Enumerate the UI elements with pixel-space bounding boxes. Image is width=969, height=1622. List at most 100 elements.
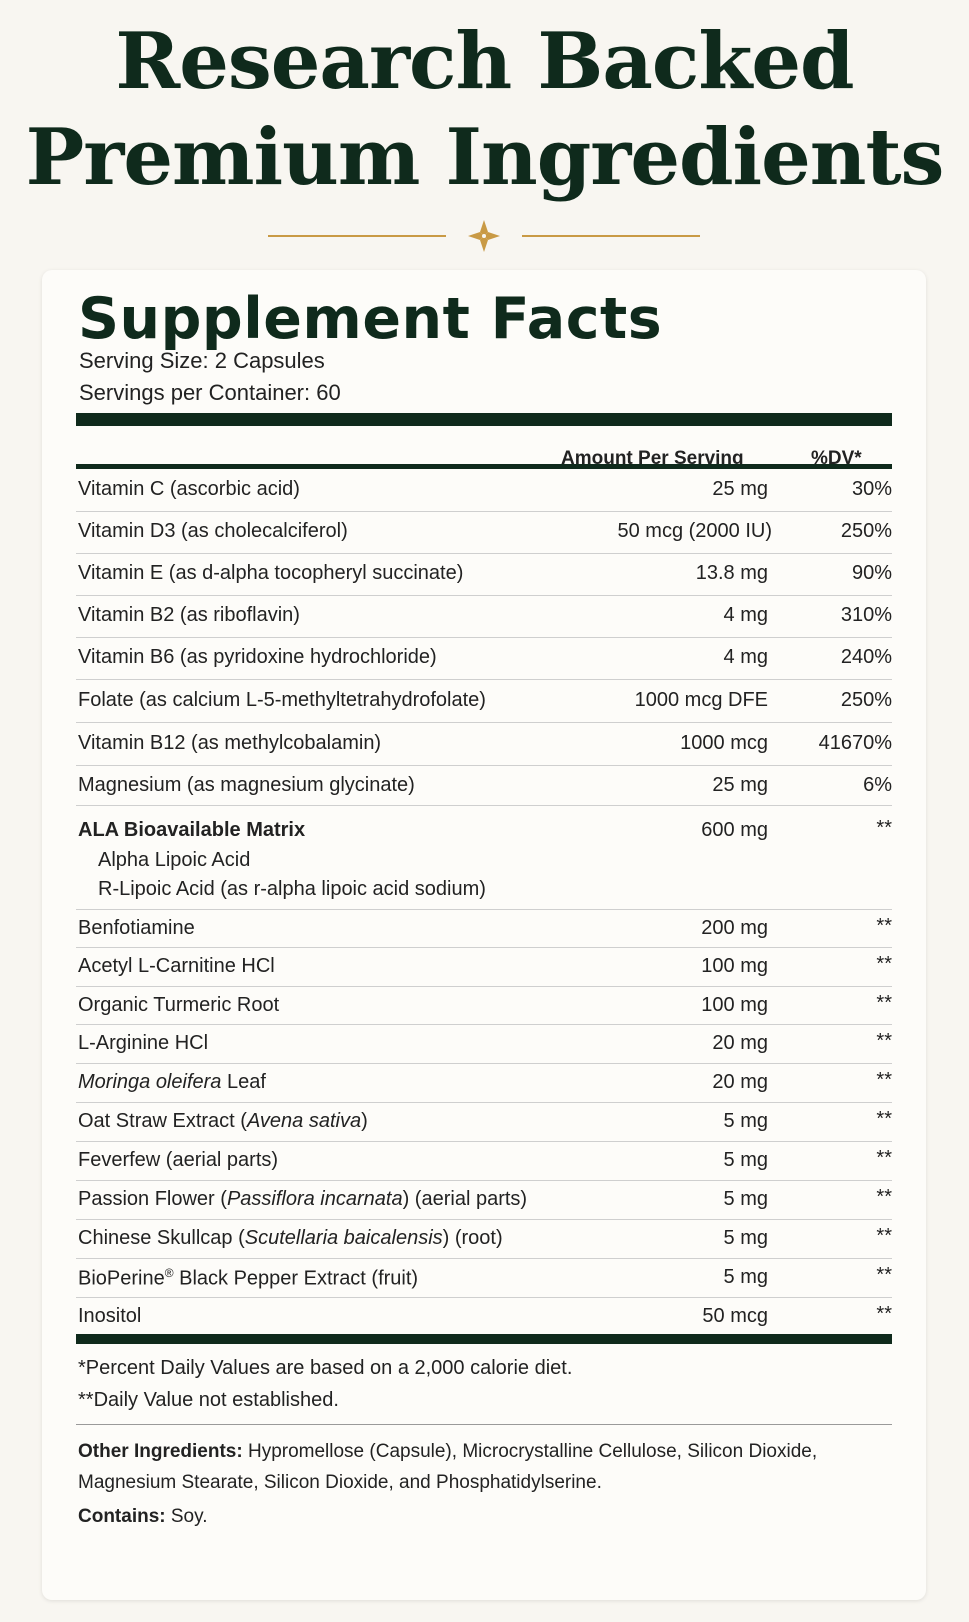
ingredient-amount: 5 mg: [723, 1227, 768, 1249]
serving-size: Serving Size: 2 Capsules: [79, 348, 325, 373]
ingredient-dv: 310%: [840, 604, 892, 626]
table-row: Oat Straw Extract (Avena sativa) 5 mg **: [76, 1102, 892, 1142]
ingredient-amount: 50 mcg: [702, 1305, 768, 1327]
ingredient-amount: 200 mg: [701, 917, 768, 939]
table-row: Vitamin E (as d-alpha tocopheryl succina…: [76, 553, 892, 596]
ingredient-name: Passion Flower (Passiflora incarnata) (a…: [78, 1188, 527, 1211]
ingredient-dv: **: [876, 1069, 892, 1091]
ingredient-amount: 5 mg: [723, 1110, 768, 1132]
ingredient-amount: 5 mg: [723, 1188, 768, 1210]
headline-line-1: Research Backed: [115, 16, 854, 107]
ingredient-dv: **: [876, 1303, 892, 1325]
servings-per-container: Servings per Container: 60: [79, 380, 341, 405]
column-header-amount: Amount Per Serving: [561, 448, 744, 469]
ingredient-name-italic: Scutellaria baicalensis: [244, 1227, 443, 1249]
ingredient-name: Feverfew (aerial parts): [78, 1149, 279, 1171]
ingredient-name-suffix: ) (aerial parts): [402, 1188, 528, 1210]
ingredient-amount: 5 mg: [723, 1149, 768, 1171]
ornament-line-right: [522, 235, 700, 237]
header-rule: [76, 464, 892, 469]
ingredient-dv: 90%: [851, 562, 892, 584]
ingredient-name-suffix: ): [361, 1110, 368, 1132]
ingredient-amount: 20 mg: [712, 1032, 768, 1054]
facts-title: Supplement Facts: [78, 286, 663, 352]
ingredient-amount: 5 mg: [723, 1266, 768, 1288]
ingredient-name: Chinese Skullcap (Scutellaria baicalensi…: [78, 1227, 503, 1250]
contains-label: Contains:: [78, 1506, 166, 1527]
ingredient-amount: 1000 mcg DFE: [634, 689, 768, 711]
table-row: Organic Turmeric Root 100 mg **: [76, 986, 892, 1025]
ingredient-name-suffix: Black Pepper Extract (fruit): [173, 1267, 419, 1290]
ingredient-amount: 1000 mcg: [680, 732, 768, 754]
ingredient-name: Vitamin B12 (as methylcobalamin): [78, 732, 382, 754]
ingredient-dv: 6%: [863, 774, 892, 796]
table-row: Vitamin D3 (as cholecalciferol) 50 mcg (…: [76, 511, 892, 554]
ingredient-dv: **: [876, 1108, 892, 1130]
ingredient-dv: **: [876, 992, 892, 1014]
matrix-amount: 600 mg: [701, 819, 768, 841]
ingredient-name-prefix: BioPerine: [78, 1267, 165, 1290]
table-row: Vitamin C (ascorbic acid) 25 mg 30%: [76, 469, 892, 512]
ingredient-name: Vitamin B2 (as riboflavin): [78, 604, 300, 626]
ingredient-name-italic: Passiflora incarnata: [226, 1188, 403, 1210]
other-ingredients: Other Ingredients: Hypromellose (Capsule…: [78, 1436, 888, 1498]
table-row: BioPerine® Black Pepper Extract (fruit) …: [76, 1258, 892, 1298]
ingredient-name-prefix: Oat Straw Extract (: [78, 1110, 247, 1132]
diamond-flourish-icon: [468, 220, 500, 252]
ingredient-name: Organic Turmeric Root: [78, 994, 280, 1016]
table-row: Feverfew (aerial parts) 5 mg **: [76, 1141, 892, 1181]
ingredient-dv: **: [876, 915, 892, 937]
ingredient-name-italic: Moringa oleifera: [78, 1071, 222, 1093]
ingredient-amount: 13.8 mg: [695, 562, 768, 584]
matrix-sub-ingredient: R-Lipoic Acid (as r-alpha lipoic acid so…: [98, 878, 486, 900]
ingredient-name-prefix: Passion Flower (: [78, 1188, 227, 1210]
table-row: Inositol 50 mcg **: [76, 1297, 892, 1335]
ingredient-dv: **: [876, 1225, 892, 1247]
other-ingredients-text: Hypromellose (Capsule), Microcrystalline…: [78, 1441, 818, 1493]
table-row: Moringa oleifera Leaf 20 mg **: [76, 1063, 892, 1103]
ingredient-dv: **: [876, 953, 892, 975]
table-row: Vitamin B6 (as pyridoxine hydrochloride)…: [76, 637, 892, 680]
ingredient-dv: **: [876, 1264, 892, 1286]
dv-footnote: *Percent Daily Values are based on a 2,0…: [78, 1357, 573, 1379]
table-row: Folate (as calcium L-5-methyltetrahydrof…: [76, 679, 892, 723]
column-header-dv: %DV*: [811, 448, 862, 469]
matrix-name: ALA Bioavailable Matrix: [78, 819, 306, 841]
ingredient-amount: 25 mg: [712, 774, 768, 796]
ingredient-name: L-Arginine HCl: [78, 1032, 209, 1054]
contains-text: Soy.: [165, 1506, 208, 1527]
table-row: Vitamin B12 (as methylcobalamin) 1000 mc…: [76, 722, 892, 766]
ingredient-name: BioPerine® Black Pepper Extract (fruit): [78, 1266, 418, 1291]
ingredient-dv: 250%: [840, 520, 892, 542]
ingredient-name: Benfotiamine: [78, 917, 195, 939]
not-established-footnote: **Daily Value not established.: [78, 1389, 339, 1411]
table-row: Passion Flower (Passiflora incarnata) (a…: [76, 1180, 892, 1220]
ingredient-name: Magnesium (as magnesium glycinate): [78, 774, 415, 796]
ornament-line-left: [268, 235, 446, 237]
ingredient-dv: 240%: [840, 646, 892, 668]
matrix-dv: **: [876, 817, 892, 839]
table-row: Vitamin B2 (as riboflavin) 4 mg 310%: [76, 595, 892, 638]
ingredient-amount: 4 mg: [723, 646, 768, 668]
ingredient-dv: **: [876, 1030, 892, 1052]
ingredient-name-rest: Leaf: [221, 1071, 266, 1093]
ingredient-amount: 4 mg: [723, 604, 768, 626]
ingredient-dv: 30%: [851, 478, 892, 500]
ingredient-name: Moringa oleifera Leaf: [78, 1071, 266, 1094]
ingredient-amount: 25 mg: [712, 478, 768, 500]
thick-rule-top: [76, 413, 892, 426]
ingredient-dv: 250%: [840, 689, 892, 711]
ingredient-name: Acetyl L-Carnitine HCl: [78, 955, 275, 977]
table-row: Acetyl L-Carnitine HCl 100 mg **: [76, 947, 892, 987]
ingredient-dv: **: [876, 1186, 892, 1208]
ingredient-name-prefix: Chinese Skullcap (: [78, 1227, 245, 1249]
ingredient-name: Vitamin E (as d-alpha tocopheryl succina…: [78, 562, 464, 584]
table-row: Benfotiamine 200 mg **: [76, 909, 892, 948]
ingredient-amount: 50 mcg (2000 IU): [617, 520, 772, 542]
ingredient-name-suffix: ) (root): [442, 1227, 503, 1249]
thick-rule-bottom: [76, 1334, 892, 1344]
supplement-facts-panel: Supplement Facts Serving Size: 2 Capsule…: [42, 270, 926, 1600]
ingredient-name: Folate (as calcium L-5-methyltetrahydrof…: [78, 689, 486, 711]
ingredient-dv: 41670%: [818, 732, 892, 754]
ingredient-amount: 20 mg: [712, 1071, 768, 1093]
